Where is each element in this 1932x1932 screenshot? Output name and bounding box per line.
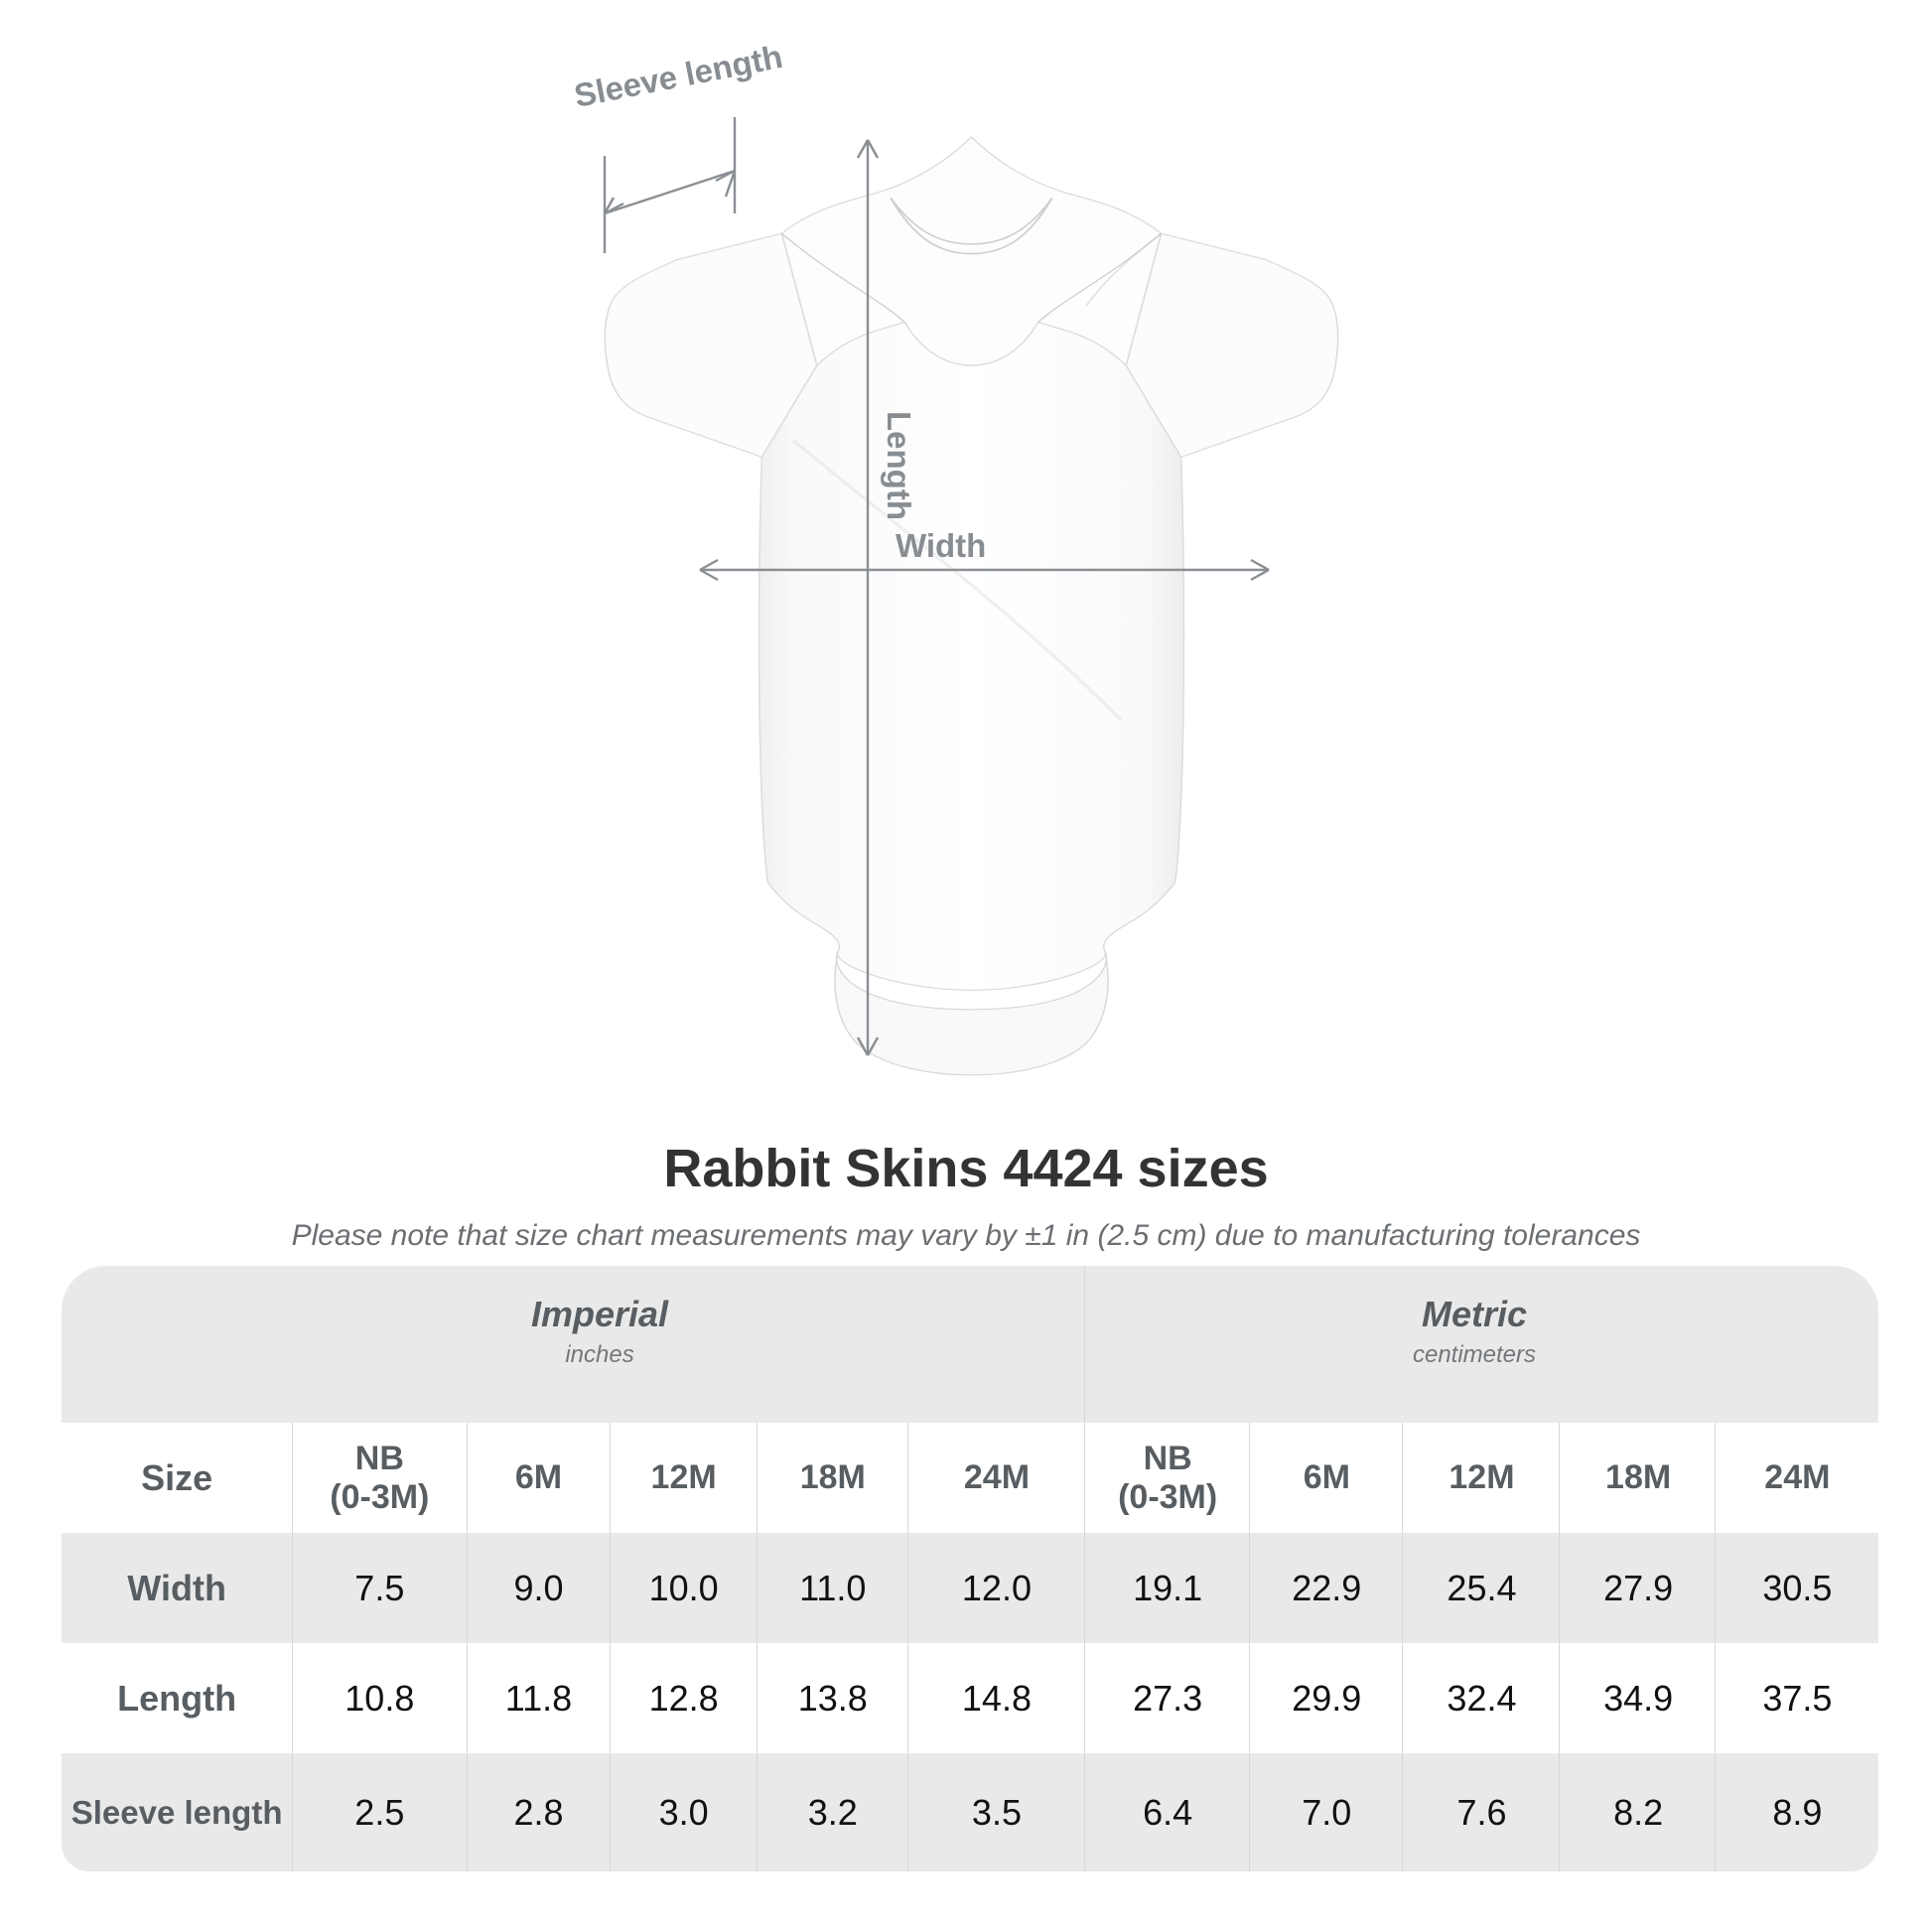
svg-text:Width: Width <box>896 527 986 564</box>
svg-text:Sleeve length: Sleeve length <box>571 38 785 114</box>
svg-text:Length: Length <box>881 411 917 520</box>
